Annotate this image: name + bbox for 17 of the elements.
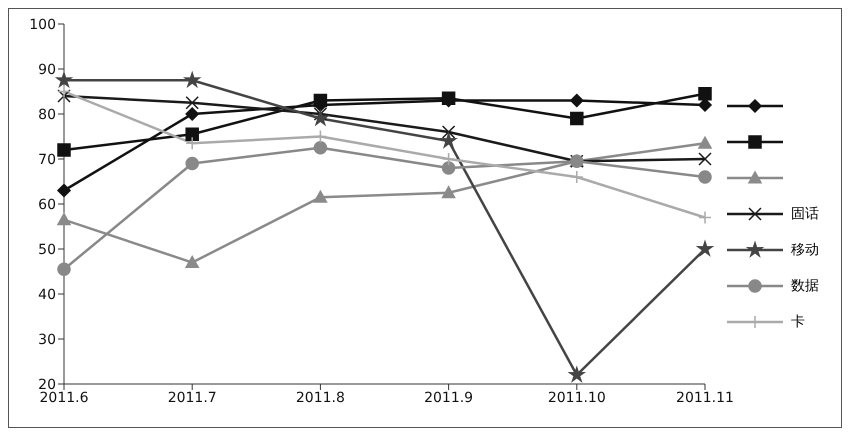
legend-label: 卡 [791,313,805,331]
x-tick-label: 2011.8 [296,390,345,406]
y-tick-label: 30 [38,332,56,348]
y-tick-label: 40 [38,286,56,303]
x-tick-label: 2011.10 [548,390,606,406]
y-tick-label: 100 [29,16,56,33]
y-tick-label: 80 [38,106,56,123]
legend-label: 移动 [791,241,819,259]
x-tick-label: 2011.9 [424,390,474,406]
y-tick-label: 50 [38,242,56,258]
x-tick-label: 2011.7 [168,390,217,406]
legend-label: 数据 [791,277,819,295]
y-tick-label: 90 [38,62,56,78]
legend-label: 固话 [791,205,819,223]
y-tick-label: 60 [38,196,56,213]
x-tick-label: 2011.11 [676,390,734,406]
y-tick-label: 70 [38,152,56,168]
